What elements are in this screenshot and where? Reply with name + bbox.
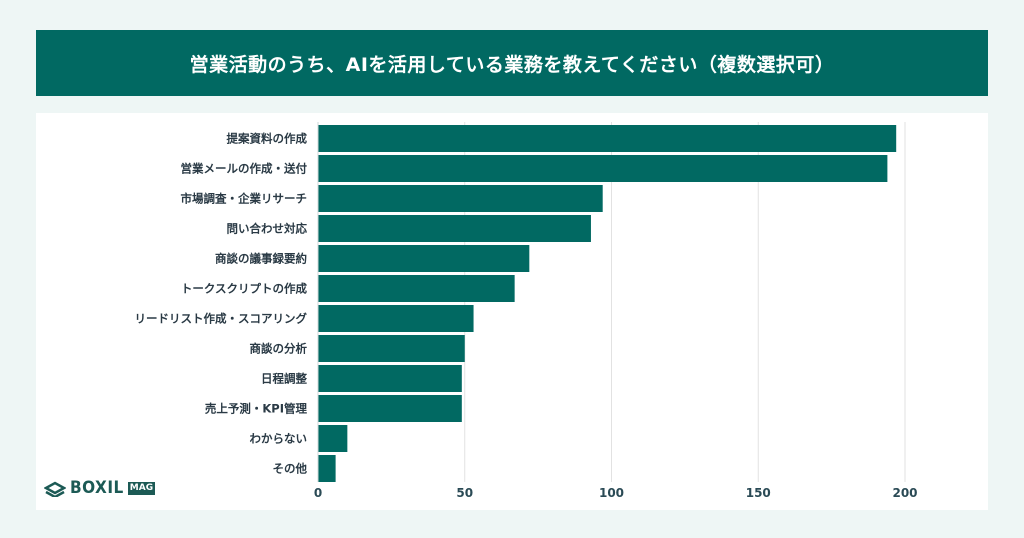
x-tick-label: 200	[892, 486, 917, 500]
category-label: 提案資料の作成	[227, 132, 308, 146]
chart-title: 営業活動のうち、AIを活用している業務を教えてください（複数選択可）	[189, 53, 835, 76]
x-tick-label: 100	[599, 486, 624, 500]
logo-badge: MAG	[127, 481, 156, 495]
x-tick-label: 50	[456, 486, 473, 500]
bar	[318, 335, 465, 362]
bar	[318, 125, 897, 152]
boxil-mag-logo: BOXIL MAG	[44, 478, 156, 498]
category-label: 営業メールの作成・送付	[181, 162, 308, 176]
logo-icon	[44, 481, 66, 497]
chart-title-bar: 営業活動のうち、AIを活用している業務を教えてください（複数選択可）	[36, 30, 988, 96]
category-label: 市場調査・企業リサーチ	[181, 192, 308, 206]
category-label: その他	[273, 462, 308, 476]
category-label: リードリスト作成・スコアリング	[135, 312, 308, 326]
category-label: 商談の議事録要約	[215, 252, 307, 266]
category-label: 商談の分析	[250, 342, 308, 356]
x-tick-label: 0	[314, 486, 322, 500]
category-label: 売上予測・KPI管理	[205, 402, 308, 416]
category-label: 問い合わせ対応	[227, 222, 308, 236]
category-label: わからない	[250, 432, 308, 446]
bar	[318, 365, 462, 392]
bar	[318, 455, 336, 482]
bar	[318, 155, 888, 182]
bar	[318, 275, 515, 302]
bar	[318, 395, 462, 422]
category-label: 日程調整	[261, 372, 307, 386]
x-tick-label: 150	[746, 486, 771, 500]
bar	[318, 425, 348, 452]
logo-text: BOXIL	[70, 478, 124, 498]
bar	[318, 185, 603, 212]
bar	[318, 245, 530, 272]
bar	[318, 305, 474, 332]
category-label: トークスクリプトの作成	[181, 282, 308, 296]
bar	[318, 215, 591, 242]
